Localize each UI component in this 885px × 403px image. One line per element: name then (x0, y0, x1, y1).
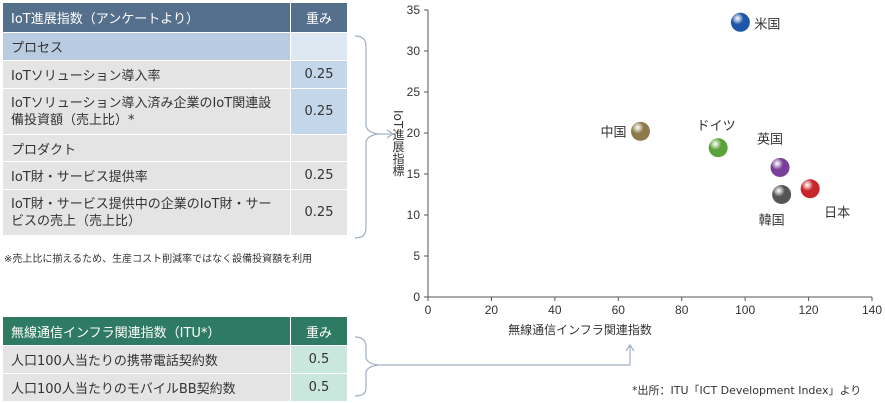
iot-row-weight (290, 134, 348, 162)
x-tick-label: 20 (485, 303, 499, 317)
y-tick-label: 15 (407, 167, 421, 181)
iot-row-name: IoT財・サービス提供中の企業のIoT財・サービスの売上（売上比） (2, 189, 291, 236)
itu-bracket (354, 336, 379, 397)
itu-table-header-weight: 重み (290, 316, 348, 346)
itu-row-weight: 0.5 (290, 345, 348, 374)
chart-axes: 0 5 10 15 20 25 30 35 0 20 40 60 80 100 120 140 無線通信インフラ… (391, 3, 882, 337)
iot-row-weight: 0.25 (290, 60, 348, 89)
x-tick-label: 40 (548, 303, 562, 317)
itu-row-weight: 0.5 (290, 373, 348, 402)
data-point (770, 157, 790, 177)
point-label: 中国 (600, 125, 626, 140)
iot-row-product-rate: IoT財・サービス提供率 0.25 (2, 161, 348, 190)
iot-row-product-sales: IoT財・サービス提供中の企業のIoT財・サービスの売上（売上比） 0.25 (2, 189, 348, 236)
iot-row-weight: 0.25 (290, 88, 348, 135)
iot-row-weight: 0.25 (290, 189, 348, 236)
x-axis-label: 無線通信インフラ関連指数 (508, 322, 652, 337)
source-note: *出所：ITU「ICT Development Index」より (632, 384, 862, 397)
y-tick-label: 35 (407, 3, 421, 17)
point-label: 韓国 (759, 214, 785, 229)
data-point (772, 185, 792, 204)
itu-connector-arrow (625, 343, 635, 352)
data-point (630, 121, 650, 141)
x-tick-label: 80 (675, 303, 689, 317)
itu-row-mobile-phone: 人口100人当たりの携帯電話契約数 0.5 (2, 345, 348, 374)
iot-row-name: IoTソリューション導入済み企業のIoT関連設備投資額（売上比）* (2, 88, 291, 135)
iot-row-weight: 0.25 (290, 161, 348, 190)
iot-section-product: プロダクト (2, 134, 348, 162)
x-tick-label: 60 (612, 303, 626, 317)
itu-row-mobile-bb: 人口100人当たりのモバイルBB契約数 0.5 (2, 373, 348, 402)
x-tick-label: 0 (425, 303, 432, 317)
itu-index-table: 無線通信インフラ関連指数（ITU*） 重み 人口100人当たりの携帯電話契約数 … (2, 316, 348, 402)
iot-index-table: IoT進展指数（アンケートより） 重み プロセス IoTソリューション導入率 0… (2, 2, 348, 236)
iot-table-header-weight: 重み (290, 2, 348, 33)
itu-row-name: 人口100人当たりの携帯電話契約数 (2, 345, 291, 374)
point-label: 日本 (824, 206, 850, 221)
data-point (800, 179, 820, 199)
iot-connector-arrow (386, 129, 395, 139)
y-tick-label: 0 (413, 290, 420, 304)
point-label: 米国 (754, 17, 780, 32)
iot-row-weight (290, 32, 348, 61)
x-tick-label: 140 (862, 303, 882, 317)
x-tick-label: 100 (735, 303, 755, 317)
y-axis-label: IoT進展指標 (391, 110, 405, 176)
y-tick-label: 5 (413, 249, 420, 263)
y-tick-label: 25 (407, 85, 421, 99)
iot-table-note: ※売上比に揃えるため、生産コスト削減率ではなく設備投資額を利用 (4, 254, 313, 265)
iot-row-name: IoTソリューション導入率 (2, 60, 291, 89)
y-tick-label: 20 (407, 126, 421, 140)
iot-row-solution-rate: IoTソリューション導入率 0.25 (2, 60, 348, 89)
data-point (708, 138, 728, 158)
itu-table-header: 無線通信インフラ関連指数（ITU*） 重み (2, 316, 348, 346)
iot-row-name: プロダクト (2, 134, 291, 162)
itu-row-name: 人口100人当たりのモバイルBB契約数 (2, 373, 291, 402)
y-tick-label: 10 (407, 208, 421, 222)
iot-table-header-name: IoT進展指数（アンケートより） (2, 2, 291, 33)
itu-connector-line (378, 346, 631, 366)
iot-row-investment: IoTソリューション導入済み企業のIoT関連設備投資額（売上比）* 0.25 (2, 88, 348, 135)
point-label: ドイツ (697, 119, 736, 134)
iot-bracket (354, 35, 379, 239)
iot-table-header: IoT進展指数（アンケートより） 重み (2, 2, 348, 33)
y-tick-label: 30 (407, 44, 421, 58)
iot-row-name: IoT財・サービス提供率 (2, 161, 291, 190)
x-tick-label: 120 (799, 303, 819, 317)
itu-table-header-name: 無線通信インフラ関連指数（ITU*） (2, 316, 291, 346)
point-label: 英国 (757, 132, 783, 147)
data-point (730, 12, 750, 32)
